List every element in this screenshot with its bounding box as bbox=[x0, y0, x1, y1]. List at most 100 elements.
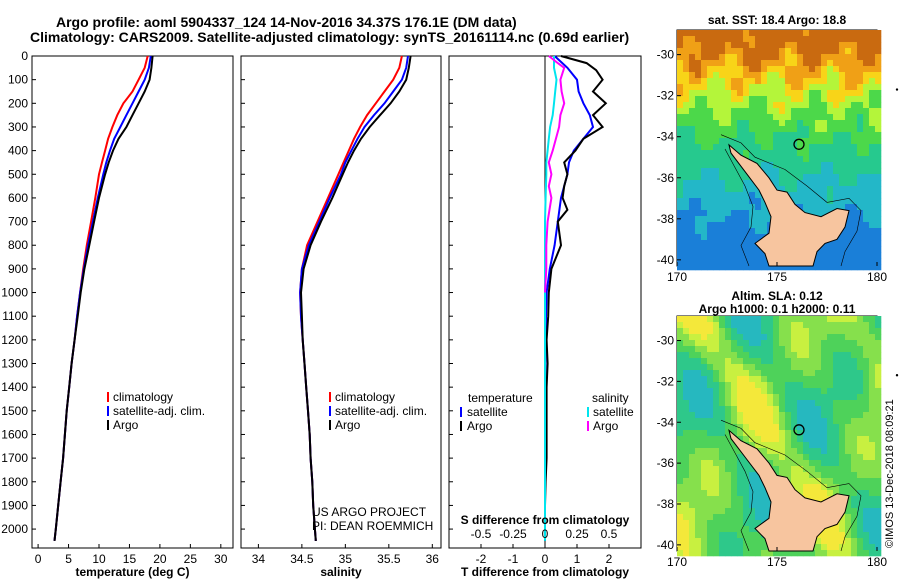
heatmap-cell bbox=[719, 466, 726, 473]
y-tick-label: 2000 bbox=[1, 522, 28, 536]
heatmap-cell bbox=[827, 60, 834, 67]
heatmap-cell bbox=[719, 258, 726, 265]
heatmap-cell bbox=[707, 60, 714, 67]
heatmap-cell bbox=[719, 520, 726, 527]
heatmap-cell bbox=[725, 424, 732, 431]
heatmap-cell bbox=[839, 364, 846, 371]
heatmap-cell bbox=[749, 466, 756, 473]
heatmap-cell bbox=[857, 340, 864, 347]
heatmap-cell bbox=[839, 448, 846, 455]
heatmap-cell bbox=[677, 186, 684, 193]
heatmap-cell bbox=[719, 448, 726, 455]
heatmap-cell bbox=[839, 376, 846, 383]
heatmap-cell bbox=[713, 246, 720, 253]
heatmap-cell bbox=[797, 376, 804, 383]
heatmap-cell bbox=[707, 520, 714, 527]
heatmap-cell bbox=[731, 42, 738, 49]
heatmap-cell bbox=[707, 186, 714, 193]
heatmap-cell bbox=[677, 228, 684, 235]
heatmap-cell bbox=[869, 252, 876, 259]
heatmap-cell bbox=[869, 520, 876, 527]
heatmap-cell bbox=[731, 90, 738, 97]
heatmap-cell bbox=[845, 472, 852, 479]
heatmap-cell bbox=[719, 544, 726, 551]
heatmap-cell bbox=[749, 90, 756, 97]
heatmap-cell bbox=[683, 460, 690, 467]
heatmap-cell bbox=[719, 358, 726, 365]
heatmap-cell bbox=[767, 114, 774, 121]
heatmap-cell bbox=[689, 526, 696, 533]
heatmap-cell bbox=[713, 400, 720, 407]
heatmap-cell bbox=[701, 210, 708, 217]
heatmap-cell bbox=[785, 150, 792, 157]
heatmap-cell bbox=[779, 114, 786, 121]
heatmap-cell bbox=[821, 346, 828, 353]
heatmap-cell bbox=[851, 328, 858, 335]
heatmap-cell bbox=[869, 502, 876, 509]
heatmap-cell bbox=[695, 406, 702, 413]
heatmap-cell bbox=[869, 472, 876, 479]
heatmap-cell bbox=[875, 460, 882, 467]
heatmap-cell bbox=[875, 228, 882, 235]
heatmap-cell bbox=[713, 48, 720, 55]
heatmap-cell bbox=[857, 72, 864, 79]
heatmap-cell bbox=[713, 478, 720, 485]
heatmap-cell bbox=[851, 448, 858, 455]
heatmap-cell bbox=[695, 412, 702, 419]
heatmap-cell bbox=[689, 538, 696, 545]
heatmap-cells bbox=[677, 30, 882, 271]
heatmap-cell bbox=[791, 382, 798, 389]
heatmap-cell bbox=[863, 532, 870, 539]
heatmap-cell bbox=[701, 370, 708, 377]
heatmap-cell bbox=[743, 240, 750, 247]
heatmap-cell bbox=[779, 430, 786, 437]
heatmap-cell bbox=[869, 514, 876, 521]
heatmap-cell bbox=[845, 204, 852, 211]
heatmap-cell bbox=[683, 66, 690, 73]
x2-tick-label: 0.5 bbox=[601, 527, 618, 541]
heatmap-cell bbox=[797, 364, 804, 371]
heatmap-cell bbox=[695, 472, 702, 479]
heatmap-cell bbox=[869, 328, 876, 335]
heatmap-cell bbox=[857, 352, 864, 359]
heatmap-cell bbox=[785, 54, 792, 61]
heatmap-cell bbox=[749, 520, 756, 527]
heatmap-cell bbox=[857, 550, 864, 557]
heatmap-cell bbox=[851, 406, 858, 413]
heatmap-cell bbox=[875, 316, 882, 323]
heatmap-cell bbox=[731, 382, 738, 389]
heatmap-cell bbox=[677, 502, 684, 509]
heatmap-cell bbox=[755, 234, 762, 241]
heatmap-cell bbox=[707, 120, 714, 127]
heatmap-cell bbox=[833, 388, 840, 395]
heatmap-cell bbox=[731, 466, 738, 473]
heatmap-cell bbox=[785, 412, 792, 419]
heatmap-cell bbox=[761, 334, 768, 341]
heatmap-cell bbox=[833, 472, 840, 479]
heatmap-cell bbox=[863, 394, 870, 401]
heatmap-cell bbox=[701, 60, 708, 67]
heatmap-cell bbox=[719, 532, 726, 539]
heatmap-cell bbox=[683, 328, 690, 335]
heatmap-cell bbox=[821, 114, 828, 121]
heatmap-cell bbox=[719, 346, 726, 353]
heatmap-cell bbox=[749, 186, 756, 193]
heatmap-cell bbox=[851, 252, 858, 259]
heatmap-cell bbox=[863, 526, 870, 533]
heatmap-cell bbox=[719, 66, 726, 73]
heatmap-cell bbox=[791, 358, 798, 365]
heatmap-cell bbox=[713, 102, 720, 109]
heatmap-cell bbox=[839, 394, 846, 401]
heatmap-cell bbox=[719, 180, 726, 187]
heatmap-cell bbox=[683, 430, 690, 437]
y-tick-label: -34 bbox=[657, 415, 675, 429]
heatmap-cell bbox=[713, 54, 720, 61]
heatmap-cell bbox=[839, 466, 846, 473]
heatmap-cell bbox=[863, 156, 870, 163]
heatmap-cell bbox=[827, 448, 834, 455]
heatmap-cell bbox=[725, 550, 732, 557]
heatmap-cell bbox=[827, 376, 834, 383]
heatmap-cell bbox=[845, 484, 852, 491]
heatmap-cell bbox=[713, 138, 720, 145]
